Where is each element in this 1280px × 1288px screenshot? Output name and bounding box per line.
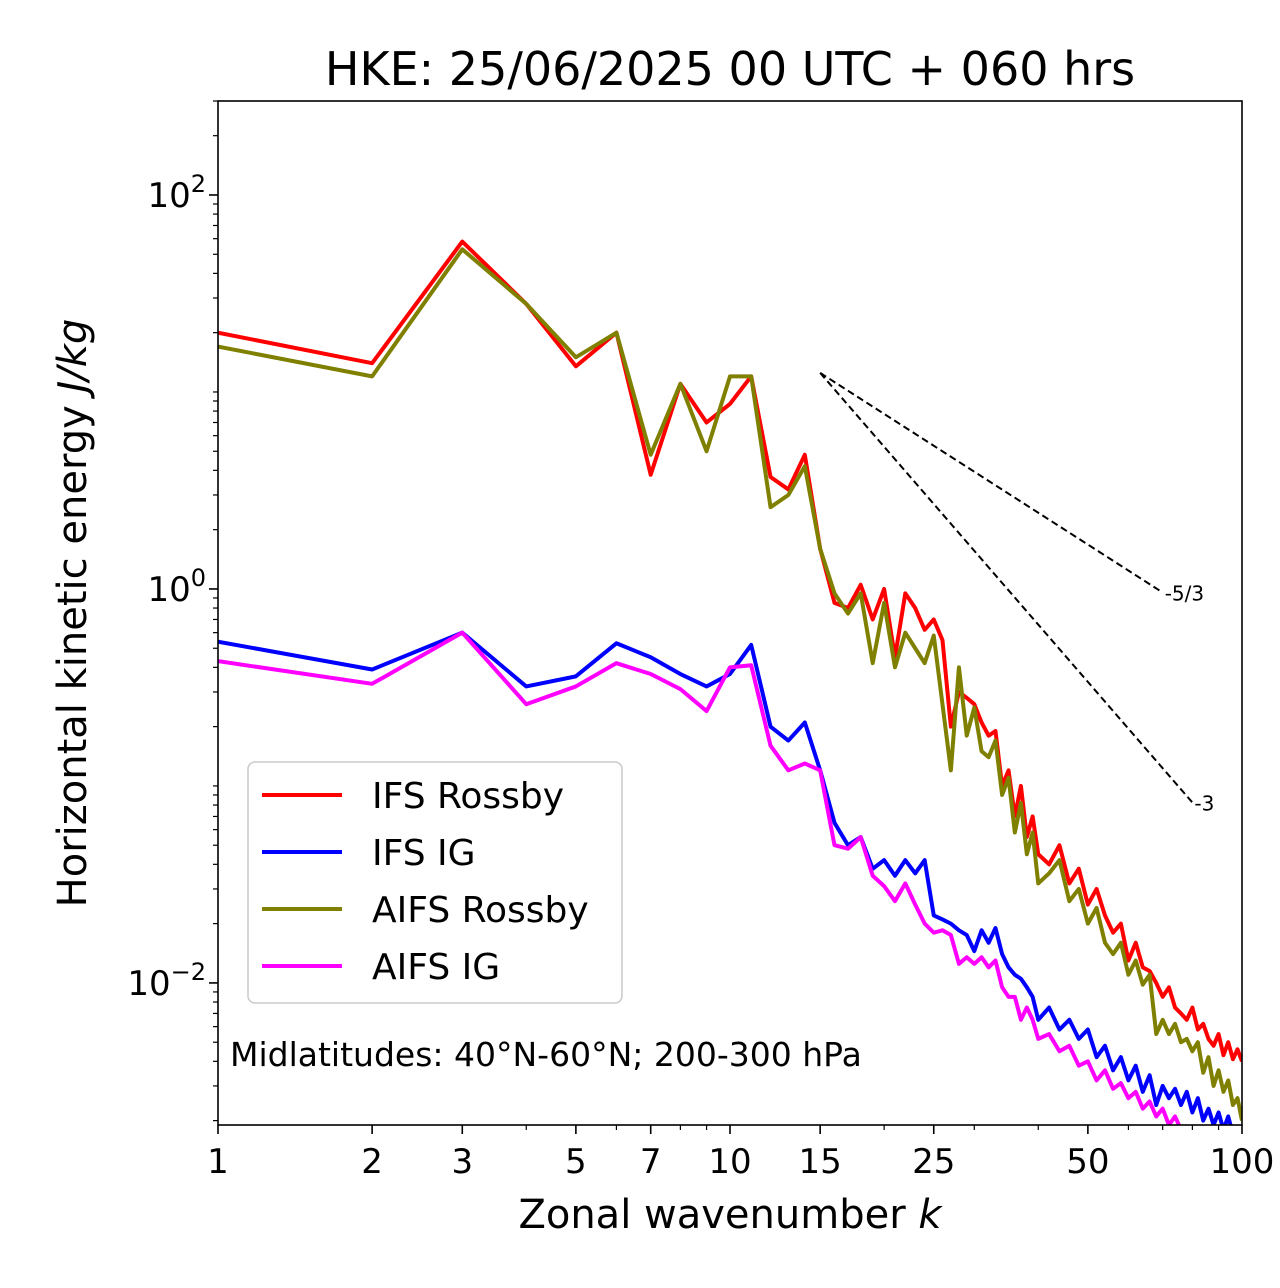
x-tick-label: 5 [565, 1142, 587, 1182]
slope-label-5-3: -5/3 [1165, 582, 1204, 606]
x-tick-label: 1 [207, 1142, 229, 1182]
slope-label-3: -3 [1194, 792, 1214, 816]
y-axis-label: Horizontal kinetic energy J/kg [50, 319, 96, 908]
legend-frame [247, 761, 623, 1004]
legend-label-aifs-ig: AIFS IG [372, 947, 500, 988]
reference-slopes: -5/3 -3 [819, 372, 1214, 816]
x-tick-label: 7 [640, 1142, 662, 1182]
series-line-ifs-ig [218, 630, 1233, 1125]
legend-label-aifs-rossby: AIFS Rossby [372, 890, 589, 931]
series-layer [218, 239, 1242, 1125]
x-tick-label: 25 [912, 1142, 955, 1182]
legend: IFS Rossby IFS IG AIFS Rossby AIFS IG [247, 761, 623, 1004]
legend-label-ifs-rossby: IFS Rossby [372, 776, 564, 817]
x-tick-label: 3 [451, 1142, 473, 1182]
y-tick-label: 10−2 [127, 958, 206, 1004]
x-axis-label: Zonal wavenumber k [518, 1192, 943, 1238]
chart-title: HKE: 25/06/2025 00 UTC + 060 hrs [325, 42, 1135, 96]
series-line-aifs-ig [218, 630, 1182, 1125]
legend-label-ifs-ig: IFS IG [372, 833, 476, 874]
y-tick-label: 100 [147, 564, 206, 610]
x-tick-label: 2 [361, 1142, 383, 1182]
x-tick-label: 10 [708, 1142, 751, 1182]
x-axis-ticks: 1 2 3 5 7 10 15 25 50 100 [207, 1125, 1274, 1182]
x-tick-label: 100 [1210, 1142, 1275, 1182]
region-annotation: Midlatitudes: 40°N-60°N; 200-300 hPa [230, 1035, 862, 1074]
slope-line-3 [819, 372, 1194, 804]
y-axis-ticks: 102 100 10−2 [127, 100, 218, 1122]
x-tick-label: 50 [1066, 1142, 1109, 1182]
x-tick-label: 15 [799, 1142, 842, 1182]
series-line-aifs-rossby [218, 247, 1242, 1122]
y-tick-label: 102 [147, 170, 206, 216]
slope-line-5-3 [819, 372, 1164, 594]
